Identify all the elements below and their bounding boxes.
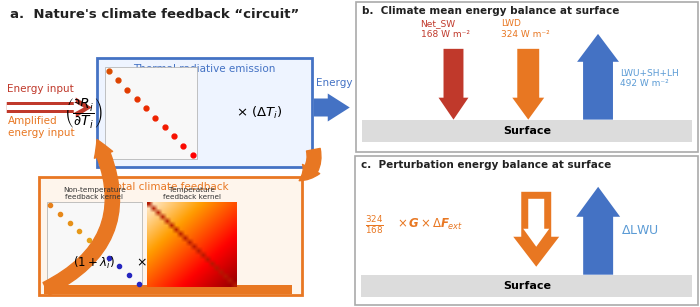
FancyBboxPatch shape [38,177,302,295]
Text: $(1 + \lambda_i)$: $(1 + \lambda_i)$ [74,255,115,270]
Text: Non-temperature
feedback kernel: Non-temperature feedback kernel [63,187,125,200]
Text: Energy input: Energy input [7,84,74,94]
Text: $\times\ (\Delta T_i)$: $\times\ (\Delta T_i)$ [236,104,283,121]
FancyArrow shape [438,49,468,120]
Text: $\times\,\boldsymbol{G}\times\Delta\boldsymbol{F}_{\!ext}$: $\times\,\boldsymbol{G}\times\Delta\bold… [398,217,463,232]
FancyArrow shape [513,192,559,267]
Text: $\times$: $\times$ [136,256,147,269]
FancyArrowPatch shape [299,148,321,181]
Text: Amplified
energy input: Amplified energy input [8,116,74,138]
Text: Energy output: Energy output [316,77,390,87]
Text: $(G_{i,j})$: $(G_{i,j})$ [178,254,206,271]
FancyBboxPatch shape [356,156,698,305]
FancyBboxPatch shape [105,67,197,159]
Text: Temperature
feedback kernel: Temperature feedback kernel [162,187,220,200]
Text: Total climate feedback: Total climate feedback [111,182,229,192]
FancyArrow shape [576,187,620,275]
FancyBboxPatch shape [356,2,698,152]
FancyArrow shape [512,49,544,120]
FancyArrow shape [314,94,350,122]
Text: Net_SW
168 W m⁻²: Net_SW 168 W m⁻² [421,19,470,39]
Text: Surface: Surface [503,126,551,136]
FancyBboxPatch shape [97,58,312,167]
Text: a.  Nature's climate feedback “circuit”: a. Nature's climate feedback “circuit” [10,8,299,21]
Text: $\frac{324}{168}$: $\frac{324}{168}$ [365,214,384,236]
Text: Surface: Surface [503,281,551,291]
FancyArrow shape [7,102,84,113]
Text: LWU+SH+LH
492 W m⁻²: LWU+SH+LH 492 W m⁻² [620,69,679,88]
FancyBboxPatch shape [47,202,141,287]
FancyBboxPatch shape [43,285,292,294]
FancyArrow shape [577,34,619,120]
Text: LWD
324 W m⁻²: LWD 324 W m⁻² [501,19,550,39]
Text: b.  Climate mean energy balance at surface: b. Climate mean energy balance at surfac… [362,6,620,16]
Text: c.  Perturbation energy balance at surface: c. Perturbation energy balance at surfac… [361,160,612,170]
Text: $\left(\dfrac{\partial R_i}{\partial T_i}\right)$: $\left(\dfrac{\partial R_i}{\partial T_i… [64,96,103,130]
Text: Thermal radiative emission: Thermal radiative emission [133,64,275,74]
FancyBboxPatch shape [362,120,692,142]
FancyArrowPatch shape [43,139,120,295]
FancyArrow shape [7,98,92,118]
FancyArrow shape [524,199,550,247]
FancyBboxPatch shape [361,275,692,297]
Text: $\Delta\mathrm{LWU}$: $\Delta\mathrm{LWU}$ [621,224,659,237]
